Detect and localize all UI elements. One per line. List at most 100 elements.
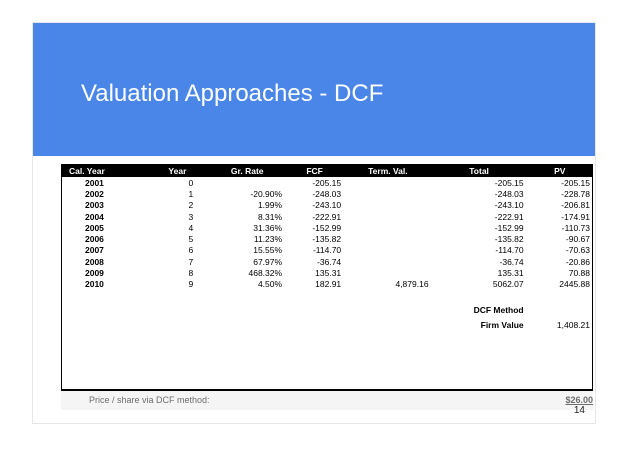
table-cell: -228.78: [561, 188, 590, 199]
table-row: 2004 3 8.31% -222.91 -222.91 -174.91: [61, 211, 593, 222]
table-cell: 2008: [85, 256, 104, 267]
firm-value: 1,408.21: [556, 319, 590, 330]
empty-cell: [285, 318, 344, 338]
empty-cell: [209, 318, 285, 338]
dcf-method-label: DCF Method: [473, 305, 524, 316]
table-cell: 135.31: [315, 268, 342, 279]
table-cell: 15.55%: [253, 245, 283, 256]
empty-cell: [285, 303, 344, 318]
table-cell: -135.82: [312, 234, 342, 245]
table-row: 2009 8 468.32% 135.31 135.31 70.88: [61, 267, 593, 278]
table-row: 2002 1 -20.90% -248.03 -248.03 -228.78: [61, 188, 593, 199]
column-header: Year: [145, 164, 210, 177]
table-cell: -114.70: [495, 245, 524, 256]
table-cell: -206.81: [561, 200, 590, 211]
column-header: Gr. Rate: [209, 164, 286, 177]
empty-cell: [285, 290, 344, 303]
table-cell: -205.15: [494, 177, 524, 188]
table-row: 2010 9 4.50% 182.91 4,879.16 5062.07 2445.88: [61, 279, 593, 290]
table-cell: 0: [188, 177, 194, 188]
table-cell: -110.73: [561, 222, 590, 233]
slide: Valuation Approaches - DCF Cal. Year Yea…: [33, 23, 595, 423]
table-cell: 135.31: [497, 268, 524, 279]
slide-title: Valuation Approaches - DCF: [81, 80, 384, 107]
table-cell: 31.36%: [253, 222, 283, 233]
empty-cell: [527, 290, 593, 303]
empty-cell: [145, 303, 209, 318]
table-row: 2008 7 67.97% -36.74 -36.74 -20.86: [61, 256, 593, 267]
table-cell: -248.03: [494, 188, 524, 199]
empty-cell: [432, 290, 527, 303]
table-cell: -20.86: [565, 256, 590, 267]
empty-cell: [61, 318, 145, 338]
table-cell: 182.91: [315, 279, 342, 290]
empty-cell: [344, 318, 431, 338]
table-cell: 2: [188, 200, 194, 211]
table-cell: 2009: [85, 268, 104, 279]
price-footer: Price / share via DCF method: $26.00: [61, 390, 593, 410]
table-cell: -36.74: [499, 256, 524, 267]
column-header: FCF: [285, 164, 345, 177]
table-cell: -135.82: [494, 234, 524, 245]
table-cell: -114.70: [312, 245, 342, 256]
table-cell: -222.91: [312, 211, 342, 222]
table-cell: [344, 267, 431, 278]
table-row: 2001 0 -205.15 -205.15 -205.15: [61, 177, 593, 188]
column-header: Total: [431, 164, 527, 177]
table-cell: -205.15: [312, 177, 342, 188]
firm-value-label: Firm Value: [480, 319, 524, 330]
table-cell: -90.67: [565, 234, 590, 245]
table-cell: 8: [188, 268, 194, 279]
table-cell: 5062.07: [492, 279, 524, 290]
table-cell: 2001: [85, 177, 104, 188]
empty-cell: [145, 290, 209, 303]
table-cell: 2005: [85, 222, 104, 233]
empty-cell: [344, 290, 431, 303]
table-cell: 2003: [85, 200, 104, 211]
table-cell: -205.15: [561, 177, 590, 188]
table-cell: 4.50%: [257, 279, 283, 290]
dcf-method-row: DCF Method: [61, 303, 593, 318]
firm-value-row: Firm Value 1,408.21: [61, 318, 593, 338]
table-cell: 70.88: [568, 268, 590, 279]
empty-cell: [527, 303, 593, 318]
column-header: Term. Val.: [344, 164, 432, 177]
table-cell: 7: [188, 256, 194, 267]
table-cell: 6: [188, 245, 194, 256]
empty-cell: [344, 303, 431, 318]
table-header-row: Cal. Year Year Gr. Rate FCF Term. Val. T…: [61, 164, 593, 177]
empty-cell: [209, 303, 285, 318]
table-cell: [344, 188, 431, 199]
table-cell: -222.91: [494, 211, 524, 222]
table-cell: 4,879.16: [395, 279, 429, 290]
table-cell: [344, 211, 431, 222]
table-row: 2003 2 1.99% -243.10 -243.10 -206.81: [61, 200, 593, 211]
table-cell: 5: [188, 234, 194, 245]
table-cell: 2004: [85, 211, 104, 222]
spacer-row: [61, 290, 593, 303]
table-cell: 2007: [85, 245, 104, 256]
table-cell: [344, 233, 431, 244]
empty-cell: [145, 318, 209, 338]
empty-cell: [61, 303, 145, 318]
table-cell: -70.63: [565, 245, 590, 256]
price-per-share: $26.00: [565, 395, 593, 405]
page-number: 14: [573, 405, 585, 416]
table-cell: [344, 222, 431, 233]
table-cell: [344, 200, 431, 211]
table-cell: 9: [188, 279, 194, 290]
table-cell: [344, 256, 431, 267]
table-cell: -152.99: [494, 222, 524, 233]
table-cell: 11.23%: [253, 234, 283, 245]
column-header: PV: [526, 164, 593, 177]
table-cell: 468.32%: [248, 268, 283, 279]
empty-cell: [209, 290, 285, 303]
table-cell: 2006: [85, 234, 104, 245]
table-cell: 1: [188, 188, 194, 199]
table-cell: [344, 245, 431, 256]
table-cell: 2445.88: [559, 279, 590, 290]
table-cell: 1.99%: [257, 200, 283, 211]
table-cell: -20.90%: [250, 188, 283, 199]
table-row: 2005 4 31.36% -152.99 -152.99 -110.73: [61, 222, 593, 233]
table-cell: 2010: [85, 279, 104, 290]
